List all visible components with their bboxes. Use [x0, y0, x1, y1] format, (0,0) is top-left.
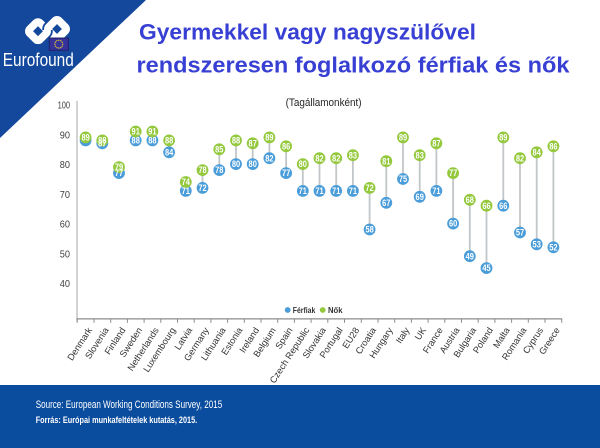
svg-text:88: 88: [148, 135, 156, 146]
svg-text:77: 77: [449, 167, 457, 178]
svg-text:83: 83: [349, 149, 357, 160]
svg-text:77: 77: [115, 167, 123, 178]
svg-text:86: 86: [549, 140, 557, 151]
svg-text:78: 78: [198, 164, 206, 175]
svg-text:77: 77: [282, 167, 290, 178]
svg-text:72: 72: [365, 182, 373, 193]
svg-text:52: 52: [549, 241, 557, 252]
svg-text:81: 81: [382, 155, 390, 166]
svg-text:87: 87: [98, 137, 106, 148]
svg-text:80: 80: [60, 160, 70, 171]
svg-text:Nők: Nők: [328, 305, 343, 315]
svg-text:53: 53: [533, 238, 541, 249]
svg-text:80: 80: [299, 158, 307, 169]
svg-text:(Tagállamonként): (Tagállamonként): [286, 97, 362, 109]
svg-text:91: 91: [148, 126, 156, 137]
svg-text:66: 66: [482, 200, 490, 211]
svg-text:60: 60: [60, 220, 70, 231]
svg-text:58: 58: [365, 224, 373, 235]
svg-text:72: 72: [198, 182, 206, 193]
svg-text:60: 60: [449, 218, 457, 229]
svg-text:69: 69: [416, 191, 424, 202]
svg-text:89: 89: [81, 132, 89, 143]
svg-text:82: 82: [315, 152, 323, 163]
svg-text:Forrás: Európai munkafeltétele: Forrás: Európai munkafeltételek kutatás,…: [36, 415, 198, 426]
svg-text:70: 70: [60, 190, 70, 201]
svg-text:67: 67: [382, 197, 390, 208]
svg-text:Eurofound: Eurofound: [3, 50, 74, 70]
svg-text:82: 82: [516, 152, 524, 163]
svg-text:88: 88: [98, 135, 106, 146]
svg-text:66: 66: [499, 200, 507, 211]
svg-text:80: 80: [232, 158, 240, 169]
svg-text:87: 87: [249, 137, 257, 148]
svg-text:71: 71: [349, 185, 357, 196]
svg-text:88: 88: [132, 135, 140, 146]
svg-text:84: 84: [533, 146, 542, 157]
svg-text:40: 40: [60, 279, 70, 290]
svg-text:50: 50: [60, 249, 70, 260]
svg-text:49: 49: [466, 250, 474, 261]
svg-text:71: 71: [182, 185, 190, 196]
svg-text:57: 57: [516, 227, 524, 238]
svg-text:90: 90: [60, 130, 70, 141]
svg-text:80: 80: [249, 158, 257, 169]
svg-text:82: 82: [332, 152, 340, 163]
svg-text:88: 88: [165, 135, 173, 146]
svg-text:79: 79: [115, 161, 123, 172]
svg-text:Férfiak: Férfiak: [293, 305, 316, 315]
svg-text:88: 88: [232, 135, 240, 146]
svg-text:87: 87: [432, 137, 440, 148]
svg-text:Italy: Italy: [394, 325, 412, 345]
svg-text:84: 84: [165, 146, 174, 157]
svg-text:89: 89: [399, 132, 407, 143]
svg-text:89: 89: [265, 132, 273, 143]
svg-text:68: 68: [466, 194, 474, 205]
svg-text:78: 78: [215, 164, 223, 175]
svg-text:45: 45: [482, 262, 490, 273]
svg-text:Source: European Working Condi: Source: European Working Conditions Surv…: [36, 399, 223, 411]
svg-text:71: 71: [299, 185, 307, 196]
svg-text:82: 82: [265, 152, 273, 163]
svg-text:91: 91: [132, 126, 140, 137]
svg-text:86: 86: [282, 140, 290, 151]
svg-text:71: 71: [432, 185, 440, 196]
svg-text:74: 74: [182, 176, 191, 187]
svg-text:100: 100: [58, 101, 71, 112]
svg-text:71: 71: [332, 185, 340, 196]
svg-text:75: 75: [399, 173, 407, 184]
svg-text:Gyermekkel vagy nagyszülővel: Gyermekkel vagy nagyszülővel: [139, 19, 476, 44]
svg-text:rendszeresen foglalkozó férfia: rendszeresen foglalkozó férfiak és nők: [137, 53, 571, 78]
svg-text:UK: UK: [413, 325, 429, 342]
svg-text:71: 71: [315, 185, 323, 196]
svg-text:89: 89: [499, 132, 507, 143]
svg-text:85: 85: [215, 143, 223, 154]
svg-text:83: 83: [416, 149, 424, 160]
